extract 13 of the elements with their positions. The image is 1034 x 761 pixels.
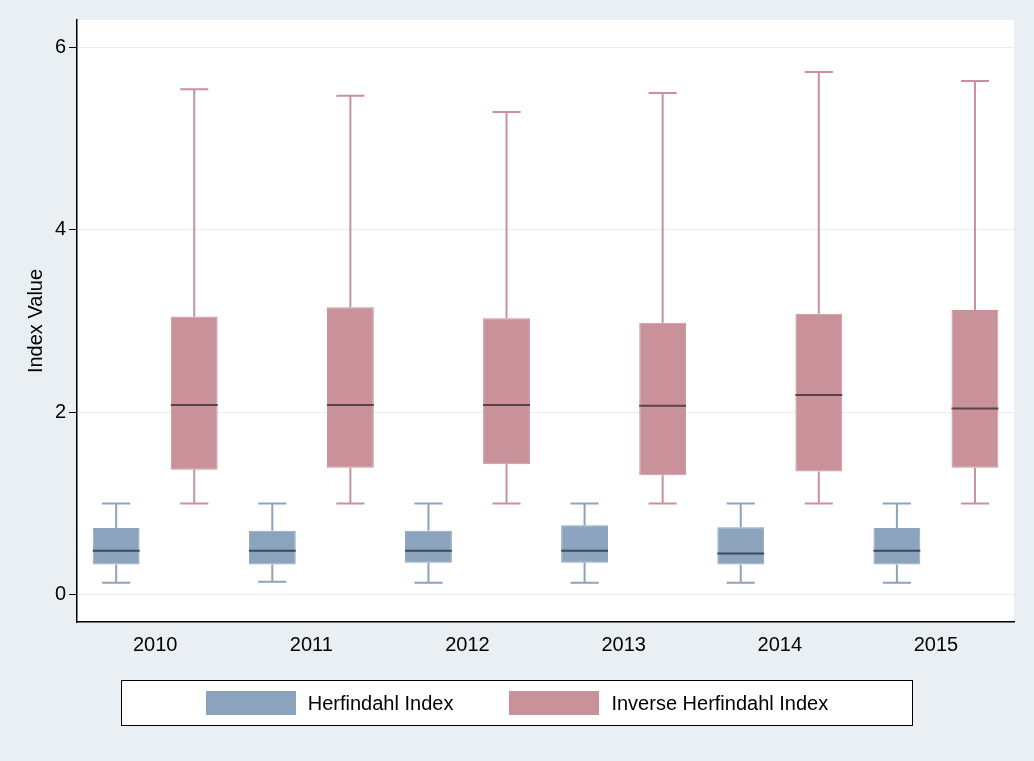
x-tick-label: 2014 (757, 632, 803, 655)
x-tick-label: 2013 (601, 632, 646, 655)
y-tick-label: 4 (55, 217, 67, 240)
x-tick-label: 2011 (289, 632, 333, 655)
x-tick-label: 2010 (132, 632, 178, 655)
x-tick-label: 2015 (913, 632, 959, 655)
legend-label: Inverse Herfindahl Index (611, 691, 829, 715)
y-tick-label: 2 (55, 399, 67, 422)
x-tick-label: 2012 (445, 632, 490, 655)
y-tick-label: 6 (55, 34, 67, 57)
y-axis-title: Index Value (23, 268, 46, 374)
y-tick-label: 0 (55, 582, 67, 605)
legend-label: Herfindahl Index (307, 691, 454, 715)
